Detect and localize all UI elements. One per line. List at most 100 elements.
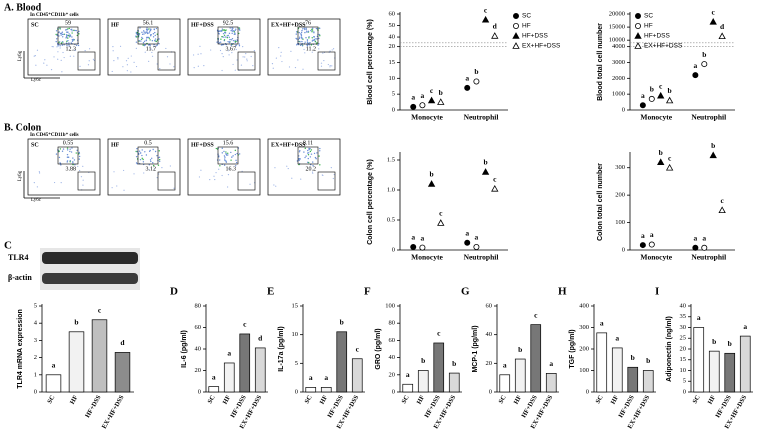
flow-event	[145, 154, 148, 156]
flow-event	[158, 156, 161, 159]
flow-event	[143, 33, 145, 35]
flow-event	[310, 44, 313, 46]
flow-event	[58, 31, 60, 33]
gate-value: 11.2	[306, 46, 316, 52]
flow-event	[329, 50, 331, 52]
flow-event	[230, 151, 232, 154]
flow-event	[69, 148, 71, 150]
blot-label: β-actin	[8, 273, 32, 282]
flow-event	[155, 27, 158, 30]
flow-event	[235, 159, 237, 162]
flow-event	[173, 187, 175, 189]
flow-event	[229, 40, 231, 43]
flow-event	[228, 36, 230, 38]
legend-marker	[635, 12, 642, 19]
bar	[739, 335, 751, 393]
flow-event	[213, 175, 215, 177]
gate-value: 76	[305, 20, 311, 26]
dot	[427, 180, 436, 187]
flow-event	[153, 45, 155, 47]
flow-event	[138, 150, 141, 152]
flow-event	[319, 150, 321, 152]
flow-event	[60, 164, 62, 166]
flow-plot	[107, 18, 181, 76]
flow-event	[58, 35, 60, 37]
flow-event	[57, 45, 59, 47]
y-axis-label: Blood total cell number	[597, 23, 604, 101]
flow-event	[123, 189, 125, 191]
flow-event	[113, 171, 115, 173]
flow-event	[332, 48, 335, 50]
flow-event	[230, 159, 232, 161]
flow-event	[298, 159, 300, 162]
flow-axis-label: Ly6g	[18, 170, 23, 181]
flow-event	[66, 40, 68, 42]
x-tick-label: SC	[401, 394, 411, 405]
flow-event	[143, 31, 145, 33]
flow-event	[221, 174, 223, 177]
y-tick-label: 80	[195, 302, 202, 309]
x-tick-label: Monocyte	[411, 113, 443, 122]
panel-label: I	[655, 286, 659, 298]
flow-event	[71, 147, 73, 149]
flow-event	[61, 41, 64, 43]
legend-marker	[635, 22, 642, 29]
flow-event	[146, 30, 148, 32]
flow-event	[117, 57, 119, 59]
group-letter: d	[493, 22, 498, 31]
y-tick-label: 3000	[612, 59, 625, 66]
flow-event	[141, 154, 143, 157]
flow-event	[250, 55, 252, 58]
flow-event	[307, 149, 309, 152]
flow-event	[318, 48, 320, 50]
flow-event	[295, 37, 297, 40]
flow-event	[241, 170, 243, 172]
flow-event	[231, 27, 233, 29]
flow-event	[75, 152, 77, 154]
flow-event	[302, 68, 304, 70]
flow-event	[304, 31, 306, 34]
flow-event	[304, 28, 306, 31]
flow-event	[311, 37, 313, 39]
flow-event	[234, 29, 236, 32]
dot	[709, 18, 717, 25]
flow-event	[87, 64, 90, 66]
dot	[410, 243, 417, 250]
y-tick-label: 35	[680, 313, 687, 320]
y-axis-label: GRO (pg/ml)	[375, 328, 382, 369]
x-tick-label: SC	[304, 394, 314, 405]
bar	[68, 331, 85, 393]
flow-event	[46, 64, 48, 66]
flow-event	[141, 31, 143, 34]
group-letter: b	[631, 353, 635, 362]
flow-event	[246, 58, 248, 60]
flow-event	[319, 147, 321, 150]
flow-event	[60, 182, 62, 184]
dot	[665, 96, 674, 104]
flow-event	[154, 39, 156, 42]
flow-event	[72, 163, 74, 166]
flow-event	[69, 35, 71, 38]
flow-event	[152, 33, 155, 35]
flow-event	[221, 28, 224, 30]
gate	[77, 171, 96, 191]
flow-event	[66, 31, 68, 33]
flow-event	[228, 32, 231, 35]
flow-event	[308, 147, 310, 150]
flow-event	[310, 29, 312, 32]
flow-event	[319, 164, 321, 166]
y-axis-label: Blood cell percentage (%)	[367, 19, 374, 105]
flow-event	[156, 33, 159, 35]
panel-label: A. Blood	[4, 2, 42, 13]
flow-event	[135, 41, 138, 43]
flow-event	[219, 165, 221, 167]
flow-event	[220, 38, 222, 40]
flow-event	[303, 151, 305, 153]
bar	[545, 373, 557, 393]
flow-event	[278, 47, 280, 49]
flow-event	[308, 148, 310, 151]
group-letter: a	[421, 91, 425, 100]
group-letter: a	[650, 230, 654, 239]
y-tick-label: 1	[34, 371, 37, 378]
